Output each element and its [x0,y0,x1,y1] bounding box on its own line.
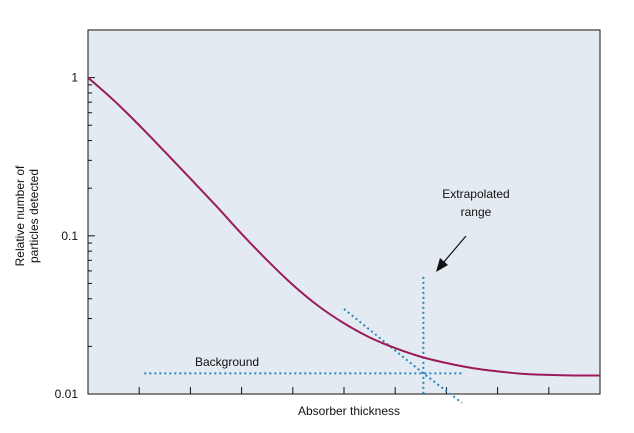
y-tick-label: 1 [71,71,78,85]
extrapolated-range-label-line-2: range [461,205,492,219]
y-axis-title-line-1: Relative number of [13,165,27,266]
arrow-head-icon [436,258,448,272]
ticks-layer: 1 0.1 0.01 [55,29,601,401]
background-label: Background [195,355,259,369]
y-axis-title-line-2: particles detected [27,169,41,263]
x-axis-title: Absorber thickness [298,404,400,418]
y-tick-label: 0.1 [61,229,78,243]
arrow-line [442,235,467,264]
extrapolated-range-label-line-1: Extrapolated [442,187,509,201]
plot-area [87,29,601,395]
y-tick-label: 0.01 [55,387,79,401]
series-line [87,76,601,377]
